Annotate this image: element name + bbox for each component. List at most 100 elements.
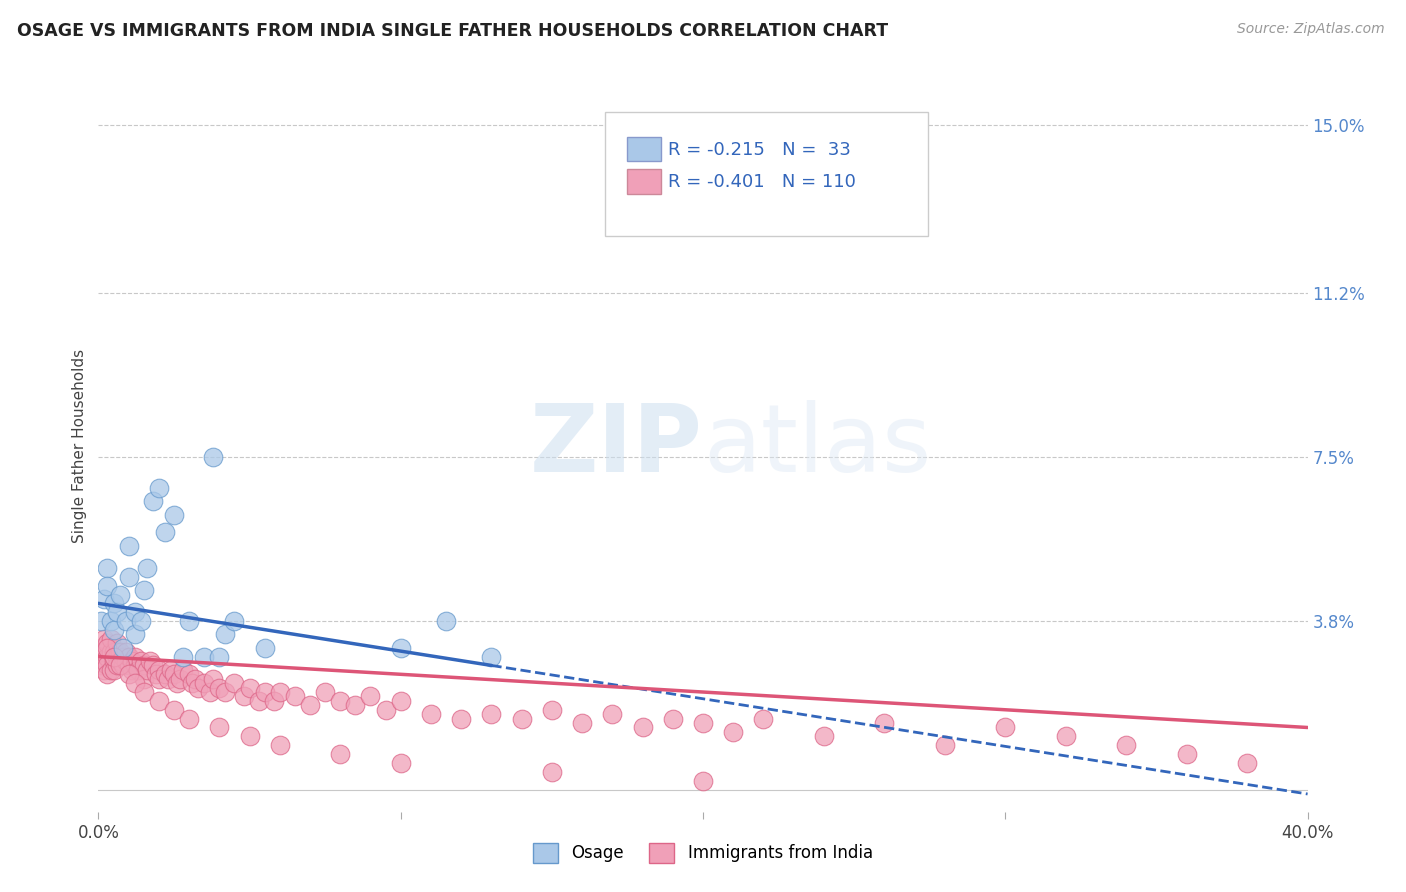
Point: [142, 658, 165, 673]
Point: [132, 672, 155, 686]
Point: [1115, 738, 1137, 752]
Point: [93, 654, 115, 668]
Point: [139, 654, 162, 668]
Point: [132, 658, 155, 673]
Point: [111, 640, 134, 655]
Point: [145, 667, 167, 681]
Point: [208, 649, 231, 664]
Point: [153, 525, 176, 540]
Point: [118, 658, 141, 673]
Point: [934, 738, 956, 752]
Point: [124, 658, 146, 673]
Point: [661, 712, 683, 726]
Point: [118, 570, 141, 584]
Point: [179, 667, 201, 681]
Text: OSAGE VS IMMIGRANTS FROM INDIA SINGLE FATHER HOUSEHOLDS CORRELATION CHART: OSAGE VS IMMIGRANTS FROM INDIA SINGLE FA…: [17, 22, 889, 40]
Point: [121, 663, 143, 677]
Point: [121, 654, 143, 668]
Point: [602, 707, 624, 722]
Point: [329, 694, 352, 708]
Point: [114, 614, 136, 628]
Point: [163, 667, 186, 681]
Point: [132, 583, 155, 598]
Point: [105, 605, 128, 619]
Point: [135, 561, 157, 575]
Point: [692, 773, 714, 788]
Point: [752, 712, 775, 726]
Point: [631, 721, 654, 735]
Point: [284, 690, 307, 704]
Point: [374, 703, 396, 717]
Point: [118, 539, 141, 553]
Point: [224, 614, 246, 628]
Point: [103, 596, 125, 610]
Point: [103, 654, 125, 668]
Text: R = -0.401   N = 110: R = -0.401 N = 110: [668, 173, 856, 191]
Text: R = -0.215   N =  33: R = -0.215 N = 33: [668, 141, 851, 159]
Point: [873, 716, 896, 731]
Point: [269, 738, 291, 752]
Point: [214, 685, 236, 699]
Point: [450, 712, 472, 726]
Point: [108, 587, 131, 601]
Point: [299, 698, 322, 713]
Point: [263, 694, 285, 708]
Point: [96, 561, 118, 575]
Point: [103, 623, 125, 637]
Point: [124, 676, 146, 690]
Point: [420, 707, 443, 722]
Point: [100, 663, 122, 677]
Point: [540, 703, 562, 717]
Point: [100, 632, 122, 646]
Point: [93, 645, 115, 659]
Point: [389, 640, 412, 655]
Point: [156, 672, 179, 686]
Point: [200, 685, 222, 699]
Point: [813, 730, 835, 744]
Point: [114, 645, 136, 659]
Point: [389, 694, 412, 708]
Point: [510, 712, 533, 726]
Point: [124, 627, 146, 641]
Point: [179, 712, 201, 726]
Point: [389, 756, 412, 770]
Point: [247, 694, 270, 708]
Point: [723, 725, 745, 739]
Point: [127, 663, 149, 677]
Y-axis label: Single Father Households: Single Father Households: [72, 349, 87, 543]
Point: [90, 614, 112, 628]
Point: [90, 649, 112, 664]
Point: [135, 663, 157, 677]
Point: [111, 649, 134, 664]
Point: [179, 614, 201, 628]
Point: [540, 764, 562, 779]
Point: [184, 672, 207, 686]
Point: [103, 663, 125, 677]
Point: [90, 658, 112, 673]
Point: [253, 685, 276, 699]
Point: [481, 707, 503, 722]
Point: [208, 681, 231, 695]
Point: [96, 649, 118, 664]
Point: [314, 685, 336, 699]
Point: [105, 649, 128, 664]
Point: [329, 747, 352, 761]
Point: [1175, 747, 1198, 761]
Point: [124, 649, 146, 664]
Point: [253, 640, 276, 655]
Point: [1054, 730, 1077, 744]
Point: [224, 676, 246, 690]
Point: [169, 672, 191, 686]
Point: [193, 649, 215, 664]
Point: [692, 716, 714, 731]
Point: [100, 645, 122, 659]
Text: Source: ZipAtlas.com: Source: ZipAtlas.com: [1237, 22, 1385, 37]
Point: [108, 654, 131, 668]
Point: [571, 716, 593, 731]
Point: [93, 591, 115, 606]
Point: [103, 645, 125, 659]
Point: [142, 494, 165, 508]
Point: [239, 730, 262, 744]
Point: [114, 654, 136, 668]
Point: [193, 676, 215, 690]
